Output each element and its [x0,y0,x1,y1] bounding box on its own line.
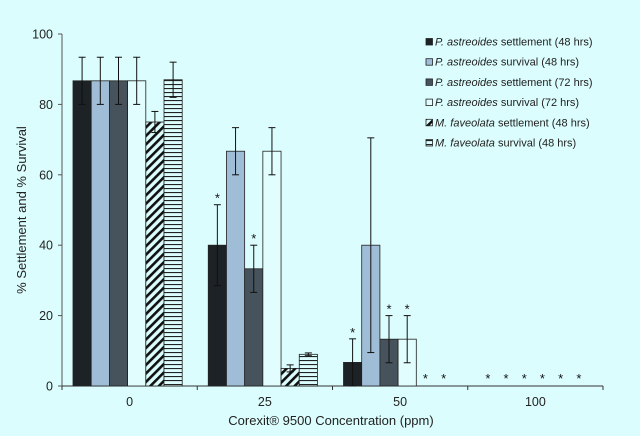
legend-item: P. astreoides settlement (48 hrs) [425,37,593,49]
significance-star: * [386,302,391,317]
significance-star: * [215,191,220,206]
legend-label: P. astreoides survival (48 hrs) [435,57,579,69]
y-tick-label: 20 [39,309,53,323]
legend-label: P. astreoides settlement (48 hrs) [435,37,593,49]
significance-star: * [251,231,256,246]
legend-measure: survival (72 hrs) [498,97,579,109]
legend-species: P. astreoides [435,77,498,89]
error-bar [403,315,411,364]
legend-swatch [425,98,433,106]
error-bar [133,56,141,105]
significance-star: * [540,371,545,386]
legend-measure: settlement (48 hrs) [495,117,590,129]
x-tick-label: 0 [126,395,133,409]
error-bar [268,127,276,176]
bar [145,121,165,387]
legend-item: M. faveolata survival (48 hrs) [425,138,576,150]
y-tick-label: 0 [46,380,53,394]
error-bar [169,61,177,98]
error-bar [385,315,393,364]
legend-species: P. astreoides [435,37,498,49]
error-bar [286,364,294,373]
legend-species: M. faveolata [435,117,495,129]
error-bar [213,204,221,287]
legend-measure: settlement (48 hrs) [498,37,593,49]
legend: P. astreoides settlement (48 hrs)P. astr… [425,37,593,150]
y-tick-label: 80 [39,98,53,112]
legend-item: P. astreoides survival (72 hrs) [425,97,579,109]
error-bar [367,137,375,354]
significance-star: * [576,371,581,386]
bar [298,353,318,387]
y-tick-label: 100 [32,28,53,42]
significance-star: * [522,371,527,386]
legend-item: P. astreoides survival (48 hrs) [425,57,579,69]
y-tick-label: 40 [39,239,53,253]
significance-star: * [504,371,509,386]
bar [226,150,246,387]
error-bar [304,352,312,357]
legend-swatch [425,139,433,147]
legend-item: P. astreoides settlement (72 hrs) [425,77,593,89]
axes: 0 20 40 60 80 100 0 25 50 100 [32,28,604,409]
legend-label: P. astreoides settlement (72 hrs) [435,77,593,89]
significance-star: * [558,371,563,386]
error-bar [250,244,258,293]
legend-measure: settlement (72 hrs) [498,77,593,89]
legend-label: P. astreoides survival (72 hrs) [435,97,579,109]
y-axis-label: % Settlement and % Survival [14,126,29,294]
significance-stars: * * * * * * * * * * * * * [215,191,582,386]
error-bars [78,56,411,387]
error-bar [78,56,86,105]
legend-swatch [425,78,433,86]
legend-measure: survival (48 hrs) [495,138,576,150]
bar [109,80,129,387]
legend-species: P. astreoides [435,97,498,109]
x-tick-label: 25 [258,395,272,409]
bar [90,80,110,387]
error-bar [232,127,240,176]
x-tick-label: 50 [393,395,407,409]
bar [262,150,282,387]
significance-star: * [485,371,490,386]
significance-star: * [423,371,428,386]
legend-label: M. faveolata survival (48 hrs) [435,138,576,150]
significance-star: * [405,302,410,317]
error-bar [96,56,104,105]
legend-measure: survival (48 hrs) [498,57,579,69]
significance-star: * [350,325,355,340]
legend-swatch [425,118,433,127]
legend-species: M. faveolata [435,138,495,150]
bar [163,79,183,387]
legend-swatch [425,38,433,46]
bars [72,79,417,387]
significance-star: * [441,371,446,386]
error-bar [349,338,357,387]
legend-swatch [425,58,433,66]
error-bar [151,110,159,134]
bar [72,80,92,387]
legend-label: M. faveolata settlement (48 hrs) [435,117,590,129]
x-axis-label: Corexit® 9500 Concentration (ppm) [228,413,433,428]
legend-species: P. astreoides [435,57,498,69]
x-tick-label: 100 [525,395,546,409]
bar [127,80,147,387]
legend-item: M. faveolata settlement (48 hrs) [425,117,590,129]
y-tick-label: 60 [39,168,53,182]
error-bar [115,56,122,105]
